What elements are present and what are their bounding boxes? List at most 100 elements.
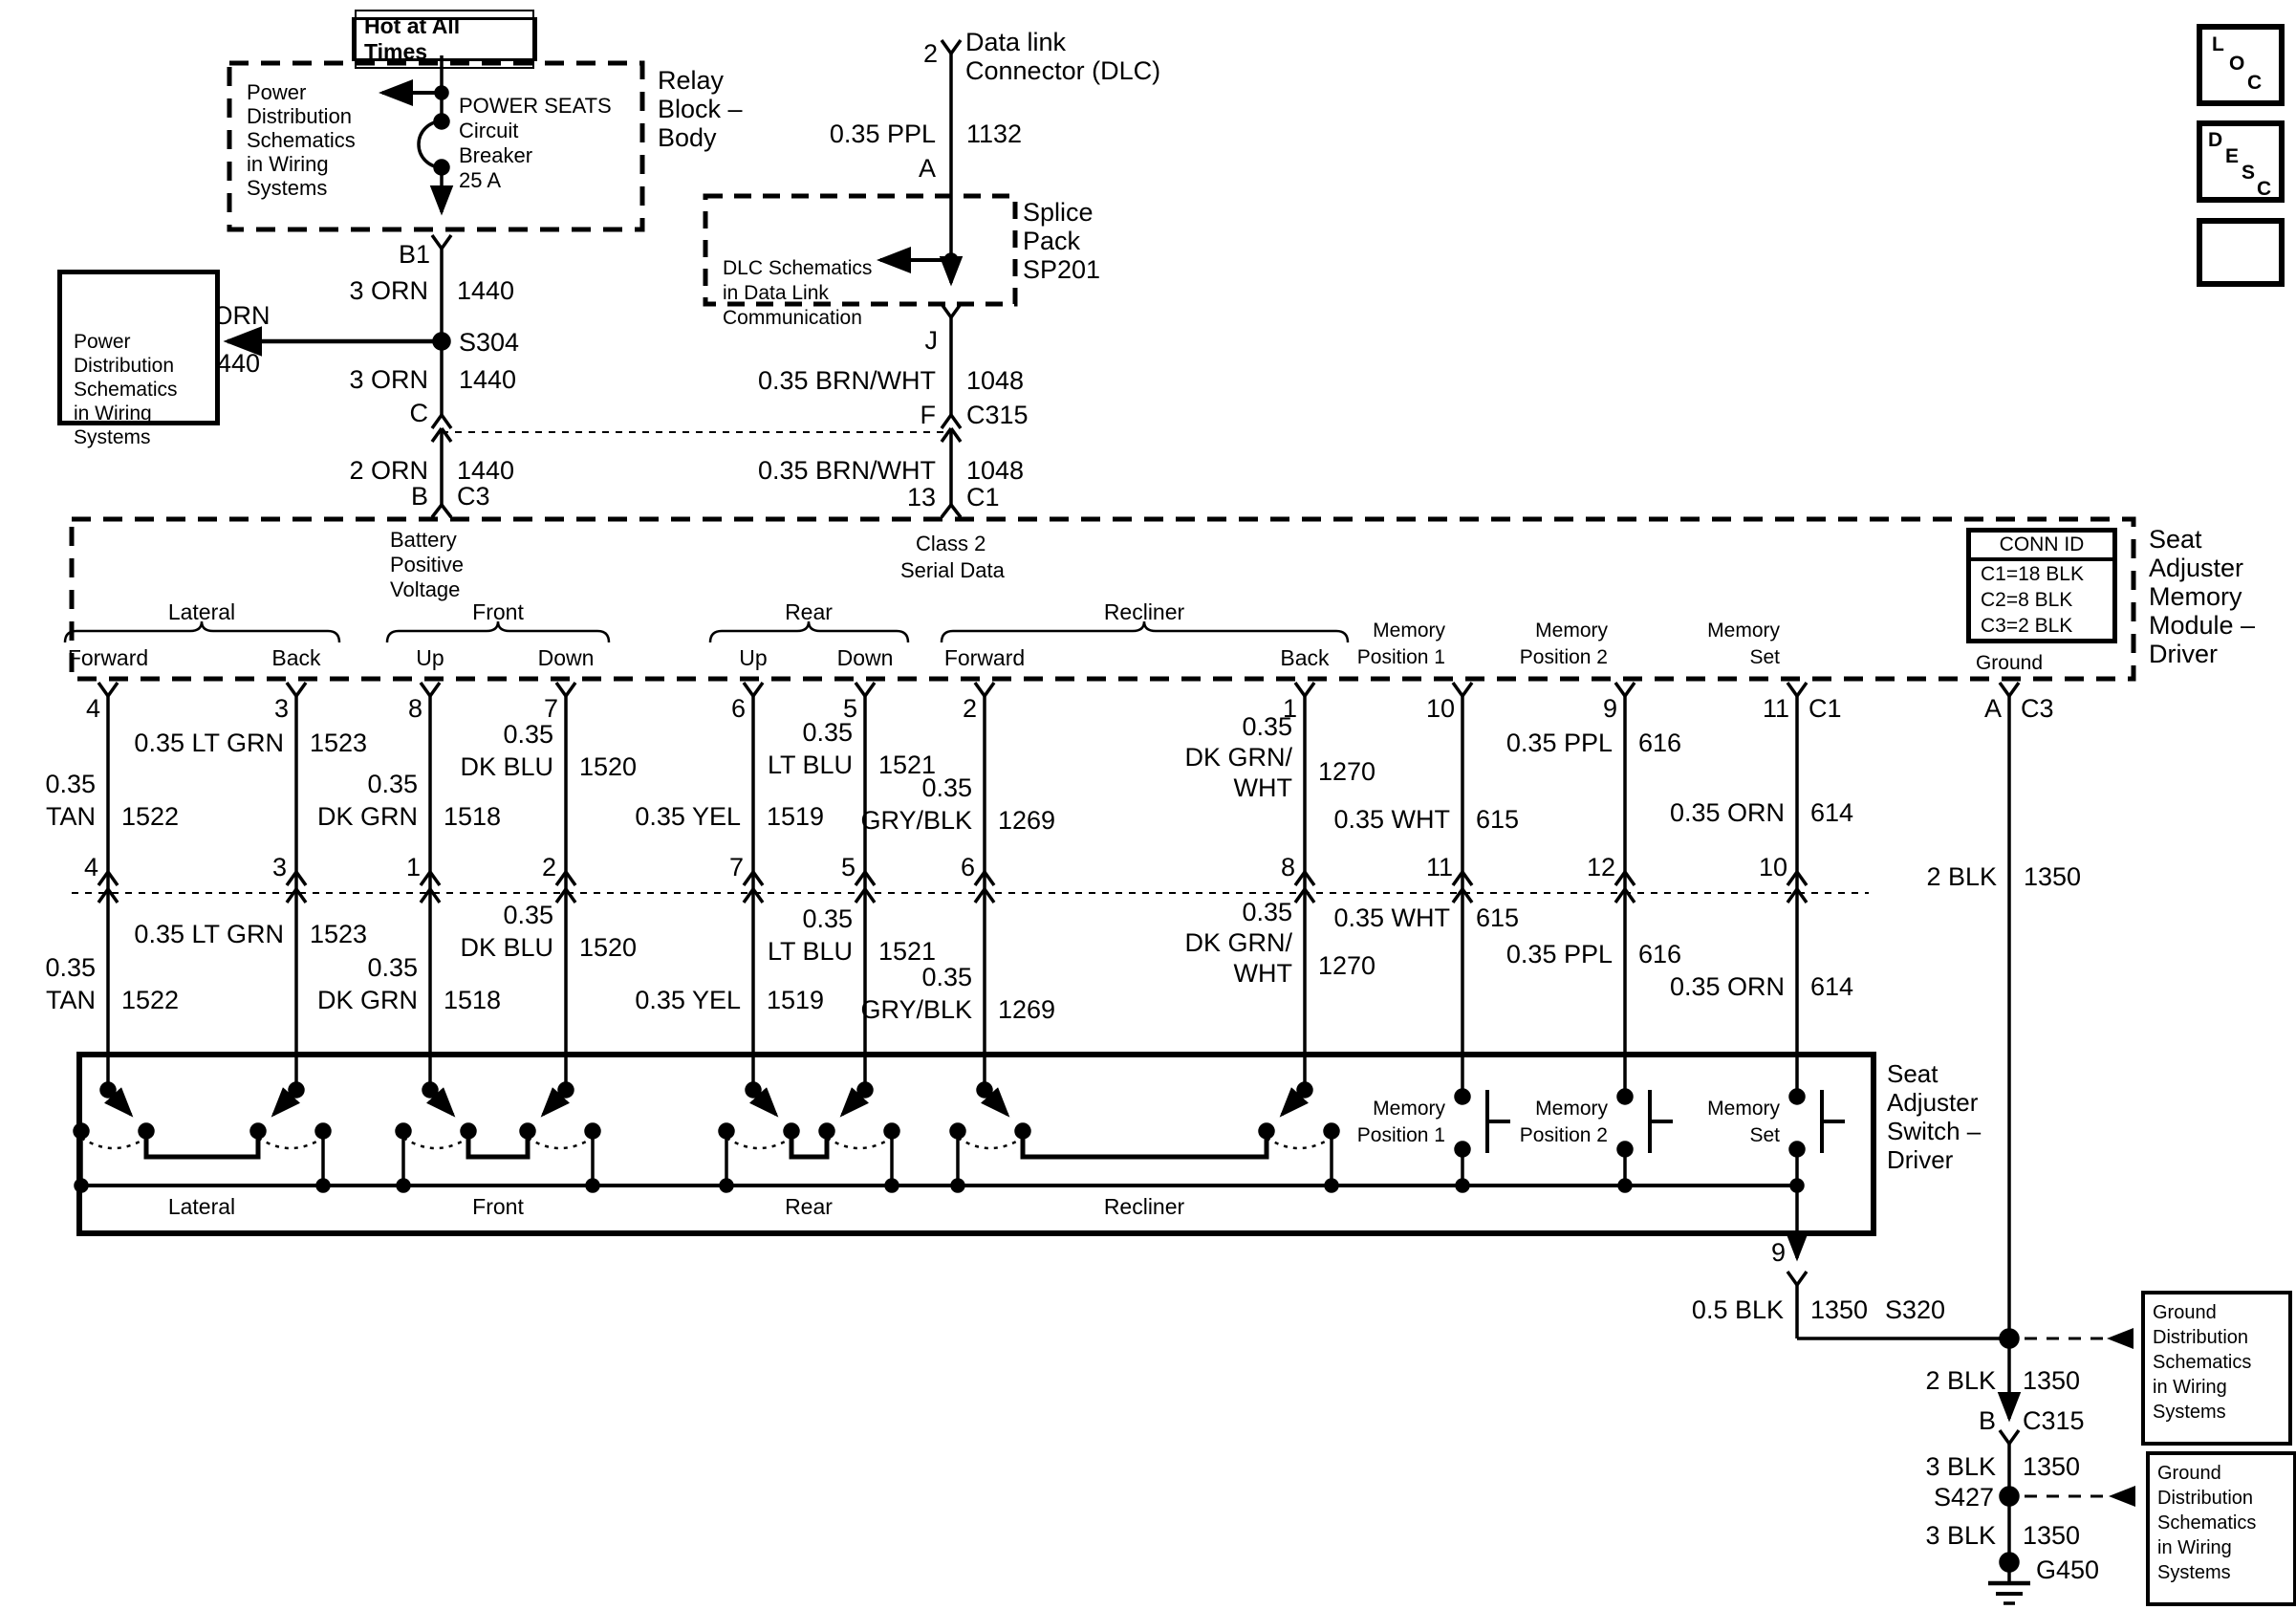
pin-label: 12 (1586, 853, 1615, 881)
switch-mem-label: Memory (1535, 1098, 1608, 1120)
loc-letter: O (2229, 53, 2245, 75)
wire-circuit: 1518 (444, 986, 502, 1014)
wire-gauge: DK GRN (316, 802, 418, 831)
module-mem-label: Set (1749, 646, 1780, 668)
wire-circuit: 1440 (459, 365, 517, 394)
module-signal: Class 2 (916, 532, 986, 555)
switch-mem-label: Memory (1373, 1098, 1445, 1120)
wire-gauge: 0.35 (45, 953, 96, 982)
wire-gauge: 0.35 YEL (635, 802, 741, 831)
pin-label: 11 (1762, 694, 1789, 723)
pin-label: 10 (1425, 694, 1455, 723)
relay-name-line: Block – (658, 95, 743, 123)
wire-gauge: TAN (46, 802, 96, 831)
wire-gauge: 3 BLK (1925, 1521, 1996, 1550)
wire-circuit: 1132 (966, 120, 1023, 148)
dir-label: Back (271, 645, 321, 670)
wire-circuit: 1520 (579, 752, 638, 781)
splice-label: S427 (1933, 1483, 1994, 1512)
wire-gauge: 0.35 (367, 953, 418, 982)
module-mem-label: Memory (1373, 620, 1445, 642)
wire-gauge: 0.35 ORN (1669, 798, 1785, 827)
hot-at-all-times-box: Hot at All Times (352, 10, 537, 69)
pin-label: 8 (407, 694, 422, 723)
module-title-line: Seat (2149, 525, 2202, 554)
dir-label: Up (416, 645, 444, 670)
wire-circuit: 1048 (966, 456, 1025, 485)
pin-label: 1 (1282, 694, 1297, 723)
desc-button[interactable]: D E S C (2197, 120, 2285, 203)
wire-gauge: 0.35 (503, 720, 553, 749)
connector-label: C315 (966, 401, 1029, 429)
pin-label: 9 (1602, 694, 1617, 723)
splice-pack-line: SP201 (1023, 255, 1101, 284)
power-dist-ref-text: Power Distribution Schematics in Wiring Syst… (74, 331, 178, 448)
hot-label: Hot at All Times (355, 10, 534, 69)
pin-label: 13 (906, 483, 936, 511)
dlc-wire (877, 38, 964, 519)
mid-connector (72, 870, 1869, 904)
pin-label: 6 (730, 694, 746, 723)
wire-gauge: 0.35 PPL (829, 120, 936, 148)
wire-gauge: DK BLU (460, 933, 553, 962)
desc-letter: D (2208, 129, 2223, 151)
wire-gauge: 0.35 PPL (1505, 729, 1613, 757)
group-braces (63, 620, 1350, 643)
module-signal: Positive (390, 553, 465, 577)
relay-ref-line: Schematics (247, 128, 356, 152)
group-title: Front (472, 599, 524, 624)
switch-mem-label: Set (1749, 1124, 1780, 1146)
splice-label: S320 (1885, 1295, 1946, 1324)
splice-pack-line: Pack (1023, 227, 1081, 255)
dir-label: Forward (943, 645, 1026, 670)
wire-circuit: 1522 (121, 802, 180, 831)
wire-gauge: DK GRN/ (1184, 928, 1292, 957)
wire-gauge: DK BLU (460, 752, 553, 781)
wire-gauge: DK GRN/ (1184, 743, 1292, 772)
wire-gauge: 0.35 (921, 773, 972, 802)
module-mem-label: Memory (1535, 620, 1608, 642)
switch-mem-label: Position 1 (1356, 1124, 1445, 1146)
pin-label: 2 (922, 39, 938, 68)
pin-label: J (924, 326, 939, 355)
wire-gauge: 0.35 LT GRN (134, 729, 284, 757)
wire-gauge: 3 ORN (349, 276, 428, 305)
wire-gauge: 0.35 (1242, 898, 1292, 926)
relay-name-line: Relay (658, 66, 725, 95)
wire-circuit: 1521 (878, 937, 937, 966)
connector-label: C3 (457, 482, 490, 511)
wire-circuit: 1519 (767, 986, 825, 1014)
loc-button[interactable]: L O C (2197, 24, 2285, 106)
wire-gauge: 0.35 ORN (1669, 972, 1785, 1001)
conn-id-row: C3=2 BLK (1981, 615, 2073, 637)
next-button[interactable] (2197, 218, 2285, 287)
module-title-line: Adjuster (2149, 554, 2244, 582)
conn-id-table: CONN ID C1=18 BLK C2=8 BLK C3=2 BLK (1966, 528, 2117, 643)
wire-gauge: 0.35 (367, 770, 418, 798)
module-mem-label: Position 2 (1519, 646, 1608, 668)
module-ground-label: Ground (1975, 652, 2044, 674)
breaker-line: Circuit (459, 119, 519, 142)
dir-label: Down (537, 645, 595, 670)
module-mem-label: Memory (1707, 620, 1780, 642)
pin-label: 7 (543, 694, 558, 723)
wire-gauge: GRY/BLK (860, 806, 972, 835)
power-wire (223, 233, 453, 519)
wire-circuit: 615 (1476, 903, 1520, 932)
wire-gauge: WHT (1233, 959, 1292, 988)
connector-label: C1 (1809, 694, 1842, 723)
wire-circuit: 616 (1638, 940, 1682, 968)
pin-label: 11 (1425, 853, 1453, 881)
group-title: Lateral (167, 599, 236, 624)
seat-switch-box (76, 1052, 1876, 1236)
desc-letter: C (2257, 178, 2272, 200)
desc-letter: E (2225, 145, 2240, 167)
wire-circuit: 1518 (444, 802, 502, 831)
pin-label: 9 (1770, 1238, 1786, 1267)
pin-label: A (918, 154, 936, 183)
pin-label: A (1983, 694, 2002, 723)
switch-mem-label: Position 2 (1519, 1124, 1608, 1146)
pin-label: 1 (405, 853, 421, 881)
wire-gauge: 0.35 (1242, 712, 1292, 741)
